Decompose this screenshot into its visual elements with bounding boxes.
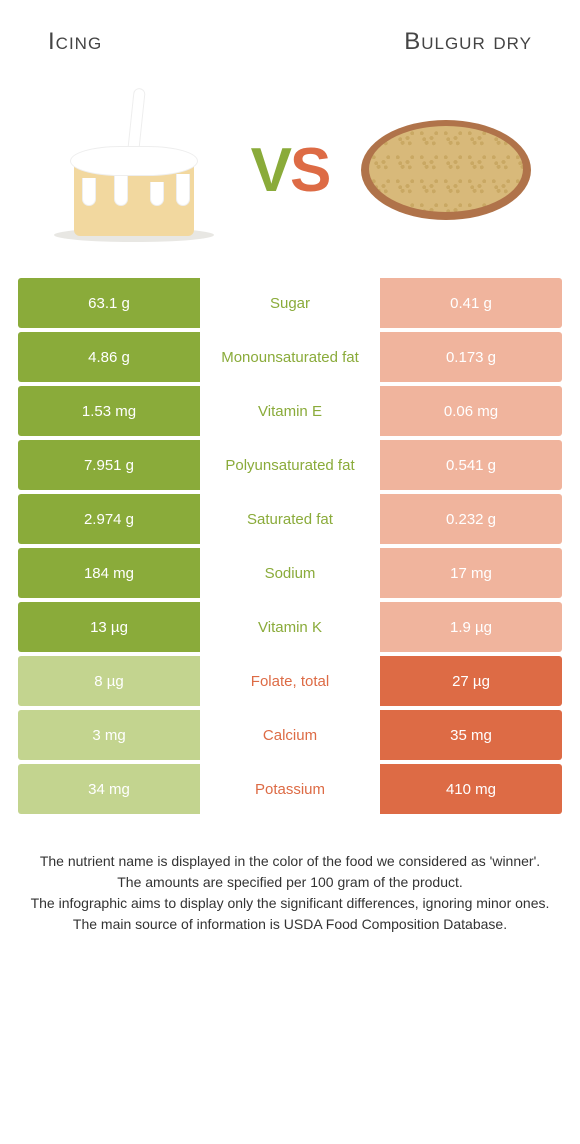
table-row: 184 mgSodium17 mg: [18, 548, 562, 598]
nutrient-label: Saturated fat: [200, 494, 380, 544]
left-value: 63.1 g: [18, 278, 200, 328]
nutrient-label: Potassium: [200, 764, 380, 814]
left-value: 184 mg: [18, 548, 200, 598]
left-value: 4.86 g: [18, 332, 200, 382]
right-value: 1.9 µg: [380, 602, 562, 652]
table-row: 4.86 gMonounsaturated fat0.173 g: [18, 332, 562, 382]
footnote-line: The nutrient name is displayed in the co…: [26, 852, 554, 871]
nutrient-label: Sodium: [200, 548, 380, 598]
nutrient-label: Calcium: [200, 710, 380, 760]
right-value: 0.173 g: [380, 332, 562, 382]
left-value: 13 µg: [18, 602, 200, 652]
left-value: 7.951 g: [18, 440, 200, 490]
table-row: 63.1 gSugar0.41 g: [18, 278, 562, 328]
footnote-line: The amounts are specified per 100 gram o…: [26, 873, 554, 892]
table-row: 2.974 gSaturated fat0.232 g: [18, 494, 562, 544]
footnotes: The nutrient name is displayed in the co…: [0, 818, 580, 934]
right-value: 0.41 g: [380, 278, 562, 328]
title-left: Icing: [48, 28, 102, 56]
comparison-table: 63.1 gSugar0.41 g4.86 gMonounsaturated f…: [0, 278, 580, 814]
left-value: 34 mg: [18, 764, 200, 814]
table-row: 13 µgVitamin K1.9 µg: [18, 602, 562, 652]
header: Icing Bulgur dry: [0, 0, 580, 68]
vs-label: VS: [251, 135, 330, 206]
right-value: 0.232 g: [380, 494, 562, 544]
right-value: 35 mg: [380, 710, 562, 760]
table-row: 7.951 gPolyunsaturated fat0.541 g: [18, 440, 562, 490]
right-value: 0.541 g: [380, 440, 562, 490]
nutrient-label: Monounsaturated fat: [200, 332, 380, 382]
left-value: 2.974 g: [18, 494, 200, 544]
footnote-line: The main source of information is USDA F…: [26, 915, 554, 934]
table-row: 1.53 mgVitamin E0.06 mg: [18, 386, 562, 436]
table-row: 3 mgCalcium35 mg: [18, 710, 562, 760]
table-row: 8 µgFolate, total27 µg: [18, 656, 562, 706]
nutrient-label: Vitamin K: [200, 602, 380, 652]
right-value: 17 mg: [380, 548, 562, 598]
left-value: 3 mg: [18, 710, 200, 760]
right-value: 27 µg: [380, 656, 562, 706]
vs-v: V: [251, 136, 290, 205]
nutrient-label: Sugar: [200, 278, 380, 328]
icing-image: [34, 80, 234, 260]
hero: VS: [0, 68, 580, 278]
left-value: 1.53 mg: [18, 386, 200, 436]
nutrient-label: Vitamin E: [200, 386, 380, 436]
table-row: 34 mgPotassium410 mg: [18, 764, 562, 814]
right-value: 410 mg: [380, 764, 562, 814]
nutrient-label: Polyunsaturated fat: [200, 440, 380, 490]
left-value: 8 µg: [18, 656, 200, 706]
right-value: 0.06 mg: [380, 386, 562, 436]
bulgur-image: [346, 80, 546, 260]
footnote-line: The infographic aims to display only the…: [26, 894, 554, 913]
vs-s: S: [290, 136, 329, 205]
title-right: Bulgur dry: [404, 28, 532, 56]
nutrient-label: Folate, total: [200, 656, 380, 706]
